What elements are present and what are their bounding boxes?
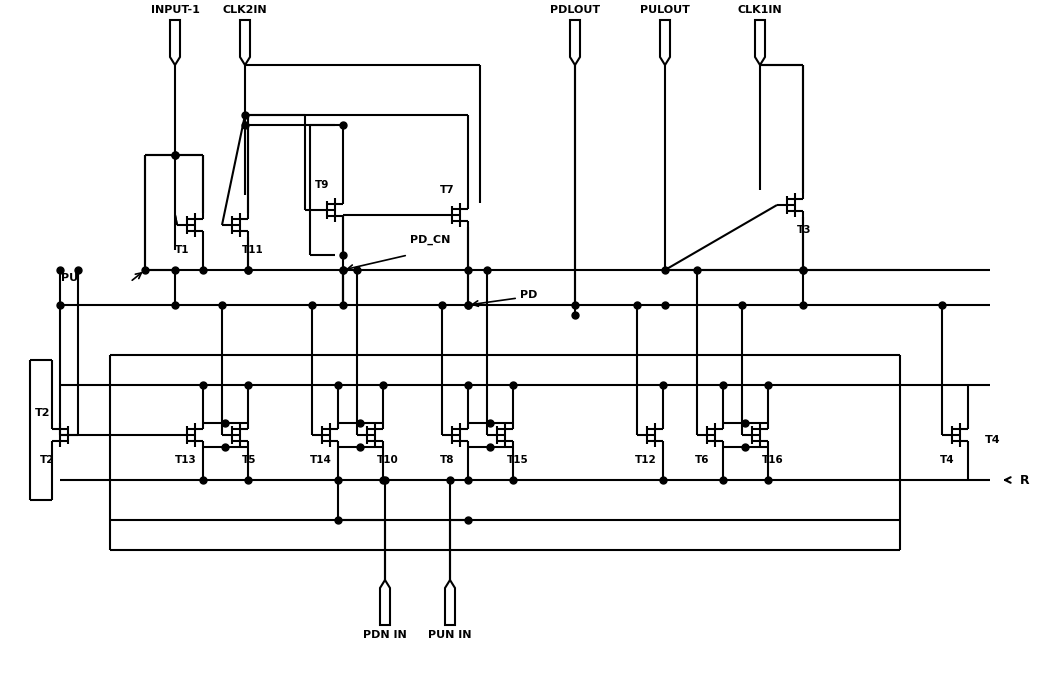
Text: T8: T8 [440,455,455,465]
Text: PDN IN: PDN IN [363,630,407,640]
Text: PD: PD [520,290,538,300]
Text: PD_CN: PD_CN [410,235,450,245]
Text: INPUT-1: INPUT-1 [150,5,200,15]
Text: R: R [1020,473,1030,486]
Text: PU: PU [61,273,78,283]
Text: CLK1IN: CLK1IN [738,5,782,15]
Text: T6: T6 [695,455,710,465]
Text: T3: T3 [797,225,812,235]
Text: T1: T1 [175,245,189,255]
Text: CLK2IN: CLK2IN [223,5,268,15]
Text: T13: T13 [175,455,196,465]
Text: PULOUT: PULOUT [640,5,690,15]
Text: T5: T5 [242,455,256,465]
Text: T15: T15 [507,455,529,465]
Text: T14: T14 [310,455,332,465]
Text: T4: T4 [985,435,1001,445]
Text: T10: T10 [377,455,399,465]
Text: PUN IN: PUN IN [428,630,471,640]
Text: T11: T11 [242,245,264,255]
Text: PDLOUT: PDLOUT [550,5,600,15]
Text: T16: T16 [762,455,783,465]
Text: T2: T2 [40,455,55,465]
Text: T9: T9 [315,180,330,190]
Text: T2: T2 [35,408,50,418]
Text: T4: T4 [940,455,954,465]
Text: T7: T7 [440,185,455,195]
Text: T12: T12 [635,455,656,465]
